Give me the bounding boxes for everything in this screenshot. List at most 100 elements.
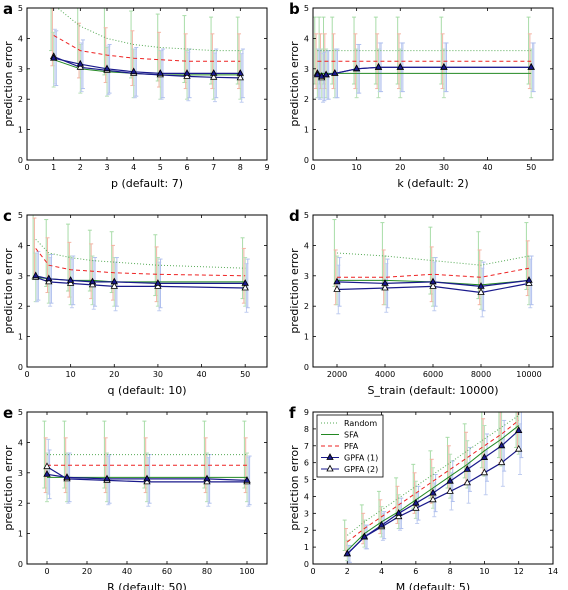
y-tick-label: 0 [304, 156, 309, 165]
y-tick-label: 0 [18, 156, 23, 165]
plot-frame [26, 7, 268, 161]
data-point [381, 283, 389, 291]
data-point [446, 476, 454, 484]
data-point [45, 274, 53, 282]
data-point [412, 498, 420, 506]
x-axis-label: R (default: 50) [107, 581, 187, 590]
data-point [463, 478, 471, 486]
data-point [463, 465, 471, 472]
y-tick-label: 3 [18, 272, 23, 281]
plot-frame [26, 214, 268, 368]
data-point [143, 474, 151, 482]
y-tick-label: 0 [18, 560, 23, 569]
data-point [429, 282, 437, 289]
data-point [210, 69, 218, 76]
series-line-pfa [337, 267, 530, 278]
x-tick-label: 8 [448, 567, 453, 576]
panel-letter: f [289, 404, 296, 422]
data-point [497, 458, 506, 466]
data-point [525, 276, 533, 283]
y-tick-label: 2 [304, 526, 309, 535]
y-axis-label: prediction error [2, 248, 15, 334]
x-axis-label: k (default: 2) [397, 177, 468, 190]
y-tick-label: 2 [18, 302, 23, 311]
data-point [103, 474, 111, 482]
panel-letter: e [3, 404, 13, 422]
data-point [156, 69, 164, 76]
data-point [395, 512, 403, 520]
series-line-random [336, 252, 530, 266]
series-lines [43, 454, 251, 485]
y-tick-label: 3 [304, 509, 309, 518]
y-axis-label: prediction error [2, 41, 15, 127]
x-tick-label: 12 [514, 567, 524, 576]
y-tick-label: 5 [18, 211, 23, 220]
data-point [43, 462, 51, 470]
data-point [333, 285, 341, 292]
x-tick-label: 2 [345, 567, 350, 576]
legend-label: GPFA (2) [344, 465, 378, 474]
y-tick-label: 3 [304, 65, 309, 74]
data-point [154, 279, 162, 286]
y-tick-label: 4 [304, 34, 309, 43]
legend-label: Random [344, 419, 377, 428]
data-point [429, 495, 437, 503]
y-tick-label: 2 [304, 95, 309, 104]
panel-e: e 0 20 40 60 80 100 0 1 2 3 4 5 R (default: 50) predic… [2, 404, 268, 590]
data-point [241, 283, 249, 291]
y-tick-label: 1 [304, 333, 309, 342]
y-tick-label: 4 [18, 438, 23, 447]
data-point [497, 441, 506, 449]
series-line-gpfa-1- [317, 66, 532, 78]
data-point [440, 62, 448, 70]
x-axis-label: p (default: 7) [111, 177, 183, 190]
x-tick-label: 3 [104, 163, 109, 172]
data-point [412, 503, 420, 511]
x-tick-label: 0 [44, 567, 49, 576]
data-point [477, 288, 485, 295]
x-tick-label: 30 [153, 370, 163, 379]
x-axis-label: M (default: 5) [396, 581, 470, 590]
x-tick-label: 2 [78, 163, 83, 172]
plot-frame [312, 411, 554, 565]
x-tick-label: 10 [352, 163, 362, 172]
legend-marker [326, 464, 334, 472]
x-tick-label: 5 [158, 163, 163, 172]
data-point [32, 271, 40, 279]
series-line-random [346, 414, 519, 536]
legend-label: PFA [344, 442, 359, 451]
y-tick-label: 0 [304, 560, 309, 569]
x-tick-label: 40 [196, 370, 206, 379]
data-point [480, 453, 489, 461]
series-line-pfa [53, 34, 241, 62]
x-tick-label: 20 [109, 370, 119, 379]
series-lines [50, 8, 244, 81]
data-point [352, 64, 361, 72]
data-point [236, 69, 244, 76]
x-tick-label: 0 [310, 163, 315, 172]
y-tick-label: 5 [304, 211, 309, 220]
x-tick-label: 0 [24, 163, 29, 172]
y-tick-label: 8 [304, 425, 309, 434]
data-point [446, 487, 454, 494]
x-tick-label: 7 [211, 163, 216, 172]
errorbars [42, 420, 252, 507]
x-tick-label: 6 [184, 163, 189, 172]
data-point [76, 59, 84, 67]
plot-frame [312, 7, 554, 161]
y-tick-label: 2 [18, 95, 23, 104]
y-tick-label: 1 [304, 126, 309, 135]
panel-letter: a [3, 0, 13, 18]
legend-label: GPFA (1) [344, 454, 378, 463]
data-point [63, 473, 71, 480]
y-tick-label: 3 [18, 469, 23, 478]
data-point [236, 73, 244, 81]
x-tick-label: 14 [548, 567, 558, 576]
y-tick-label: 0 [18, 363, 23, 372]
data-point [322, 70, 330, 78]
y-tick-label: 6 [304, 459, 309, 468]
data-point [381, 279, 389, 286]
data-point [477, 282, 485, 289]
